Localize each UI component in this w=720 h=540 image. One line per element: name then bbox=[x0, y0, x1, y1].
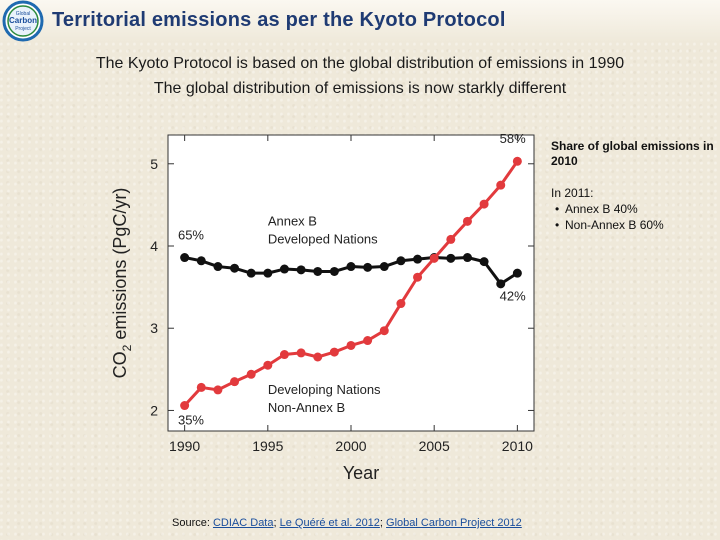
data-point-annex-b bbox=[462, 253, 472, 263]
pct-label-non-annex-b-2010: 58% bbox=[500, 131, 526, 146]
data-point-annex-b bbox=[346, 262, 356, 272]
data-point-non-annex-b bbox=[496, 180, 506, 190]
logo-text-carbon: Carbon bbox=[9, 16, 37, 25]
data-point-annex-b bbox=[296, 265, 306, 275]
data-point-annex-b bbox=[196, 256, 206, 266]
data-point-non-annex-b bbox=[213, 385, 223, 395]
data-point-non-annex-b bbox=[346, 340, 356, 350]
source-link-cdiac[interactable]: CDIAC Data bbox=[212, 517, 274, 529]
series-label-developing: Developing Nations bbox=[268, 382, 381, 397]
share-note-item-annex-b: • Annex B 40% bbox=[555, 202, 638, 216]
source-separator: ; bbox=[379, 517, 387, 529]
source-prefix: Source: bbox=[172, 517, 213, 529]
data-point-annex-b bbox=[329, 266, 339, 276]
source-link-gcp[interactable]: Global Carbon Project 2012 bbox=[386, 517, 522, 529]
data-point-non-annex-b bbox=[396, 299, 406, 309]
data-point-annex-b bbox=[413, 254, 423, 264]
data-point-non-annex-b bbox=[413, 272, 423, 282]
data-point-annex-b bbox=[313, 266, 323, 276]
data-point-annex-b bbox=[496, 279, 506, 289]
share-note-year-label: In 2011: bbox=[551, 186, 594, 200]
data-point-non-annex-b bbox=[379, 326, 389, 336]
data-point-annex-b bbox=[213, 262, 223, 272]
y-tick-label: 2 bbox=[150, 402, 158, 418]
data-point-non-annex-b bbox=[246, 369, 256, 379]
data-point-non-annex-b bbox=[230, 377, 240, 387]
data-point-annex-b bbox=[180, 253, 190, 263]
data-point-non-annex-b bbox=[363, 336, 373, 346]
x-tick-label: 1995 bbox=[252, 438, 283, 454]
data-point-non-annex-b bbox=[180, 401, 190, 411]
data-point-non-annex-b bbox=[296, 348, 306, 358]
data-point-non-annex-b bbox=[263, 360, 273, 370]
logo-text-global: Global bbox=[16, 11, 30, 17]
data-point-annex-b bbox=[230, 263, 240, 273]
logo-text-project: Project bbox=[15, 26, 31, 32]
subtitle-1: The Kyoto Protocol is based on the globa… bbox=[95, 55, 625, 72]
data-point-non-annex-b bbox=[313, 352, 323, 362]
pct-label-annex-b-1990: 65% bbox=[178, 227, 204, 242]
y-axis-title: CO2 emissions (PgC/yr) bbox=[110, 188, 134, 379]
pct-label-non-annex-b-1990: 35% bbox=[178, 412, 204, 427]
share-note-item-label: Annex B 40% bbox=[565, 202, 638, 216]
data-point-annex-b bbox=[396, 256, 406, 266]
data-point-annex-b bbox=[263, 268, 273, 278]
y-axis-title-part: CO bbox=[110, 351, 130, 378]
y-tick-label: 4 bbox=[150, 238, 158, 254]
share-note-item-non-annex-b: • Non-Annex B 60% bbox=[555, 218, 664, 232]
series-label-non-annex-b: Non-Annex B bbox=[268, 400, 345, 415]
source-separator: ; bbox=[273, 517, 280, 529]
source-citation: Source: CDIAC Data; Le Quéré et al. 2012… bbox=[172, 517, 522, 529]
y-tick-label: 3 bbox=[150, 320, 158, 336]
series-label-annex-b: Annex B bbox=[268, 213, 317, 228]
x-axis-title: Year bbox=[343, 463, 379, 483]
subtitle-2: The global distribution of emissions is … bbox=[153, 80, 567, 97]
share-note-heading: Share of global emissions in 2010 bbox=[551, 139, 714, 168]
plot-frame bbox=[167, 134, 535, 432]
data-point-annex-b bbox=[446, 253, 456, 263]
data-point-non-annex-b bbox=[279, 350, 289, 360]
page-title: Territorial emissions as per the Kyoto P… bbox=[52, 9, 506, 31]
global-carbon-project-logo: Global Carbon Project bbox=[2, 0, 44, 42]
x-tick-label: 1990 bbox=[169, 438, 200, 454]
data-point-non-annex-b bbox=[196, 382, 206, 392]
x-tick-label: 2005 bbox=[419, 438, 450, 454]
data-point-non-annex-b bbox=[429, 253, 439, 263]
data-point-non-annex-b bbox=[512, 156, 522, 166]
data-point-non-annex-b bbox=[462, 216, 472, 226]
data-point-annex-b bbox=[379, 262, 389, 272]
bullet-icon: • bbox=[555, 202, 560, 216]
header-bar bbox=[0, 0, 720, 42]
pct-label-annex-b-2010: 42% bbox=[500, 288, 526, 303]
data-point-annex-b bbox=[363, 262, 373, 272]
data-point-annex-b bbox=[246, 268, 256, 278]
data-point-annex-b bbox=[512, 268, 522, 278]
data-point-non-annex-b bbox=[329, 347, 339, 357]
series-label-developed: Developed Nations bbox=[268, 232, 378, 247]
bullet-icon: • bbox=[555, 218, 560, 232]
data-point-non-annex-b bbox=[479, 199, 489, 209]
y-axis-title-part: 2 bbox=[120, 344, 134, 351]
source-link-le-quere[interactable]: Le Quéré et al. 2012 bbox=[279, 517, 380, 529]
x-tick-label: 2000 bbox=[335, 438, 366, 454]
data-point-annex-b bbox=[279, 264, 289, 274]
share-note-item-label: Non-Annex B 60% bbox=[565, 218, 664, 232]
x-tick-label: 2010 bbox=[502, 438, 533, 454]
data-point-non-annex-b bbox=[446, 234, 456, 244]
y-axis-title-part: emissions (PgC/yr) bbox=[110, 188, 130, 345]
data-point-annex-b bbox=[479, 257, 489, 267]
y-tick-label: 5 bbox=[150, 156, 158, 172]
